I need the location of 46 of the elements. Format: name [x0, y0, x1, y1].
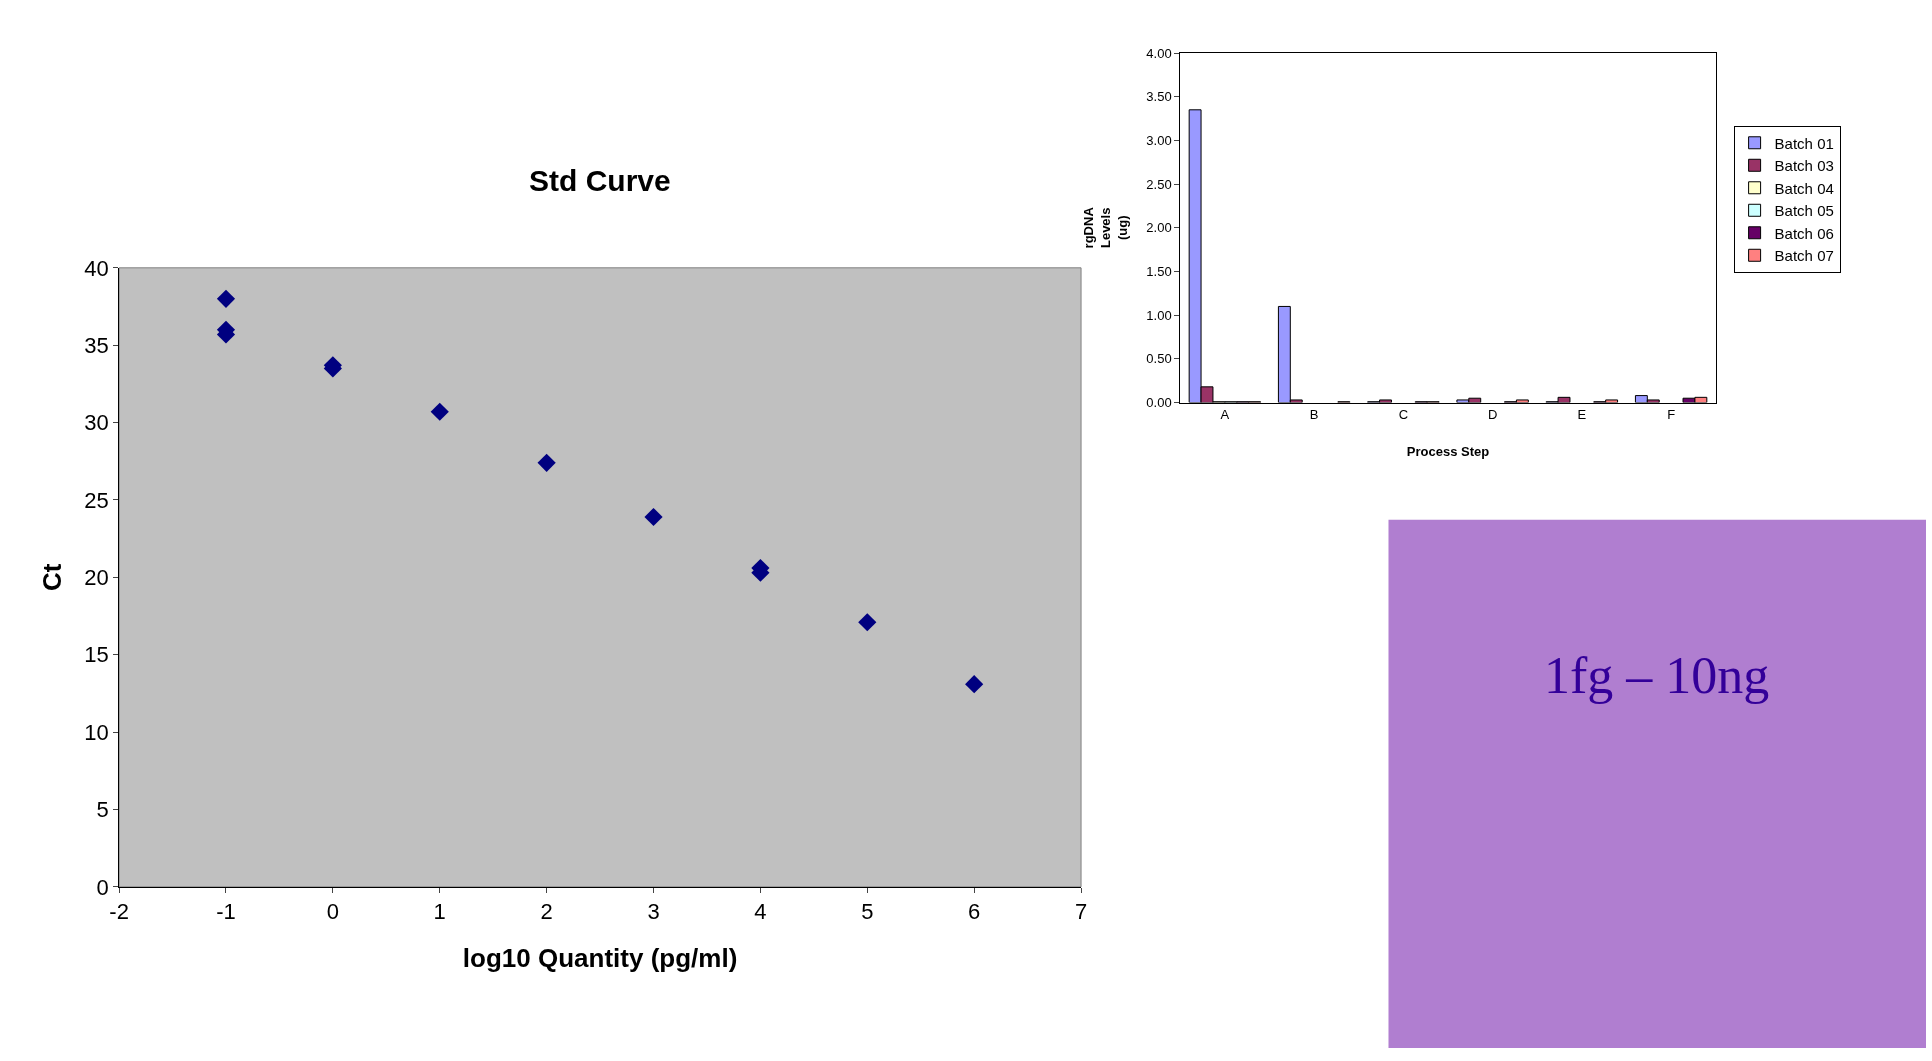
legend-label: Batch 03 — [1774, 157, 1834, 175]
x-tick-label: -2 — [109, 899, 129, 925]
y-tick-label: 2.00 — [1146, 220, 1172, 236]
legend-label: Batch 07 — [1774, 247, 1834, 265]
y-tick-label: 2.50 — [1146, 176, 1172, 192]
x-tick-label: 1 — [433, 899, 446, 925]
y-tick-label: 25 — [84, 487, 109, 513]
legend-label: Batch 05 — [1774, 202, 1834, 220]
text: 1fg – 10ng — [1544, 647, 1770, 704]
x-tick-label: 0 — [326, 899, 339, 925]
y-tick-label: 35 — [84, 332, 109, 358]
x-tick-label: E — [1577, 407, 1587, 423]
x-tick-label: 3 — [647, 899, 660, 925]
legend-label: Batch 01 — [1774, 134, 1834, 152]
y-tick-label: 5 — [96, 797, 109, 823]
y-tick-label: 0.50 — [1146, 351, 1172, 367]
chart-title: Std Curve — [529, 164, 671, 197]
y-tick-label: 3.00 — [1146, 132, 1172, 148]
x-tick-label: 6 — [968, 899, 981, 925]
x-tick-label: -1 — [216, 899, 236, 925]
x-tick-label: 2 — [540, 899, 553, 925]
x-tick-label: D — [1487, 407, 1498, 423]
x-tick-label: C — [1398, 407, 1409, 423]
x-tick-label: 5 — [861, 899, 874, 925]
y-tick-label: 4.00 — [1146, 45, 1172, 61]
x-tick-label: A — [1220, 407, 1230, 423]
y-tick-label: 10 — [84, 719, 109, 745]
legend-label: Batch 04 — [1774, 179, 1834, 197]
y-tick-label: 1.50 — [1146, 264, 1172, 280]
legend-label: Batch 06 — [1774, 224, 1834, 242]
x-tick-label: F — [1667, 407, 1676, 423]
y-axis-title: rgDNA Levels (ug) — [1081, 206, 1131, 249]
y-tick-label: 0 — [96, 874, 109, 900]
x-tick-label: 4 — [754, 899, 767, 925]
y-axis-title: Ct — [36, 563, 67, 592]
x-axis-title: log10 Quantity (pg/ml) — [462, 942, 738, 973]
y-tick-label: 3.50 — [1146, 89, 1172, 105]
y-tick-label: 30 — [84, 410, 109, 436]
y-tick-label: 1.00 — [1146, 307, 1172, 323]
x-axis-title: Process Step — [1406, 443, 1490, 459]
y-tick-label: 15 — [84, 642, 109, 668]
x-tick-label: B — [1309, 407, 1319, 423]
y-tick-label: 20 — [84, 565, 109, 591]
y-tick-label: 40 — [84, 255, 109, 281]
x-tick-label: 7 — [1074, 899, 1088, 925]
y-tick-label: 0.00 — [1146, 395, 1172, 411]
